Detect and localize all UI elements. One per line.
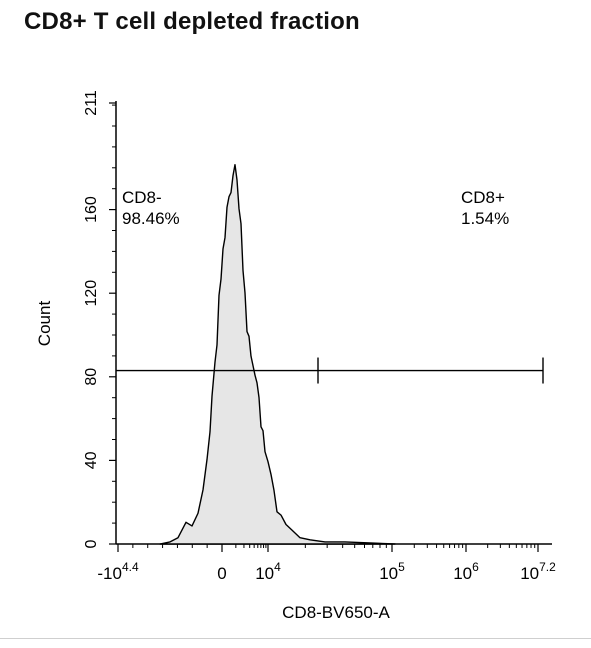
x-tick-label: 107.2 <box>520 560 556 583</box>
gate-group <box>116 357 544 384</box>
y-tick-label: 80 <box>83 368 100 386</box>
x-tick-label: 104 <box>255 560 281 583</box>
chart-axes-group <box>109 101 552 552</box>
x-tick-label: -104.4 <box>97 560 139 583</box>
gate-percent-label: 1.54% <box>461 209 509 228</box>
y-tick-label: 0 <box>83 539 100 548</box>
histogram-group <box>159 163 396 545</box>
gate-name-label: CD8- <box>122 188 162 207</box>
gate-percent-label: 98.46% <box>122 209 180 228</box>
y-tick-label: 211 <box>83 90 100 116</box>
histogram-fill <box>159 163 396 545</box>
y-tick-label: 40 <box>83 451 100 469</box>
x-tick-label: 106 <box>453 560 479 583</box>
x-tick-label: 105 <box>379 560 405 583</box>
x-tick-label: 0 <box>217 564 226 583</box>
y-axis-title: Count <box>35 301 54 347</box>
chart-title: CD8+ T cell depleted fraction <box>24 8 360 35</box>
labels-group: 0 40 80 120 160 211 -104.4 0 104 105 106 107.2 CD8-B… <box>35 90 556 622</box>
gate-name-label: CD8+ <box>461 188 505 207</box>
x-axis-title: CD8-BV650-A <box>282 603 390 622</box>
y-tick-label: 120 <box>83 280 100 307</box>
y-tick-label: 160 <box>83 196 100 223</box>
bottom-divider <box>0 638 591 639</box>
